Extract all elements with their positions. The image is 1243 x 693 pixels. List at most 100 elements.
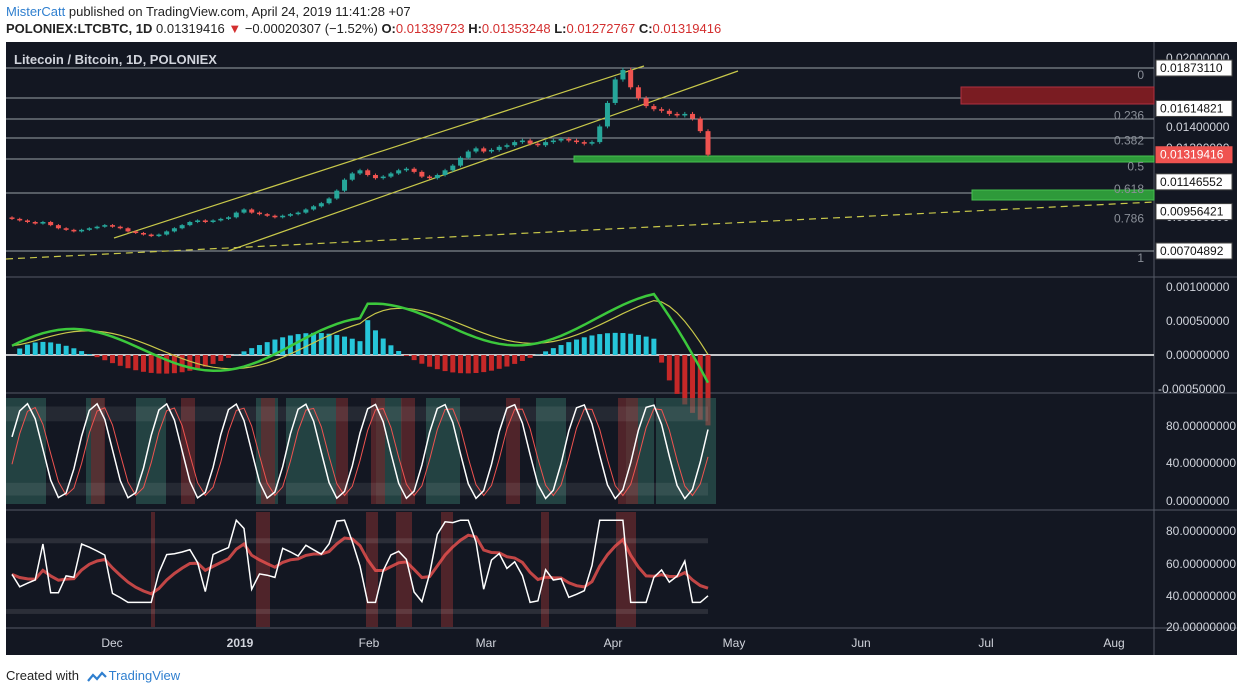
candle <box>117 225 123 230</box>
chart-svg[interactable]: 0 0.236 0.382 0.5 0.618 0.786 1 Litecoin / Bit… <box>5 42 1237 655</box>
macd-histogram-bar <box>504 355 510 367</box>
macd-histogram-bar <box>628 333 634 355</box>
candle <box>233 211 239 219</box>
candle <box>427 175 433 180</box>
stoch-tick: 80.00000000 <box>1166 419 1236 433</box>
candle <box>179 224 185 230</box>
rsi-tick: 80.00000000 <box>1166 524 1236 538</box>
candle <box>171 227 177 233</box>
close-label: C: <box>638 21 653 36</box>
last-price: 0.01319416 <box>156 21 225 36</box>
candle <box>651 104 657 112</box>
open-label: O: <box>381 21 396 36</box>
candle <box>365 168 371 177</box>
candle <box>295 211 301 216</box>
rsi-tick: 60.00000000 <box>1166 557 1236 571</box>
candle <box>574 138 580 144</box>
created-with: Created with <box>6 668 79 683</box>
candle <box>241 208 247 214</box>
macd-histogram-bar <box>102 355 108 361</box>
candle <box>682 111 688 118</box>
candle <box>597 124 603 144</box>
candle <box>690 111 696 121</box>
macd-histogram-bar <box>527 355 533 358</box>
macd-histogram-bar <box>558 345 564 355</box>
macd-histogram-bar <box>481 355 487 373</box>
macd-histogram-bar <box>55 343 61 355</box>
chart-title: Litecoin / Bitcoin, 1D, POLONIEX <box>14 52 217 67</box>
macd-histogram-bar <box>488 355 494 371</box>
candle <box>164 230 170 236</box>
resistance-zone <box>960 86 1155 105</box>
macd-histogram-bar <box>79 351 85 355</box>
candle <box>403 167 409 172</box>
price-change: −0.00020307 (−1.52%) <box>244 21 378 36</box>
macd-histogram-bar <box>280 337 286 355</box>
candle <box>419 170 425 179</box>
close-value: 0.01319416 <box>652 21 722 36</box>
candle <box>504 143 510 149</box>
support-zone-2 <box>971 189 1155 201</box>
stoch-zone-band <box>91 398 105 504</box>
price-axis-label: 0.01146552 <box>1155 173 1233 191</box>
candle <box>17 217 23 222</box>
candle <box>496 145 502 152</box>
down-arrow-icon: ▼ <box>228 21 242 36</box>
fib-label: 0.786 <box>1114 212 1144 226</box>
candle <box>86 227 92 231</box>
high-label: H: <box>468 21 482 36</box>
candle <box>550 138 556 144</box>
macd-histogram-bar <box>365 320 371 355</box>
price-axis-label: 0.01319416 <box>1155 146 1233 164</box>
macd-histogram-bar <box>651 338 657 355</box>
candle <box>566 137 572 143</box>
candle <box>187 220 193 227</box>
candle <box>140 231 146 236</box>
time-axis-label: Jun <box>851 636 870 650</box>
macd-histogram-bar <box>125 355 131 369</box>
fib-label: 0.236 <box>1114 108 1144 122</box>
svg-text:0.00956421: 0.00956421 <box>1160 205 1224 219</box>
author-link[interactable]: MisterCatt <box>6 4 66 19</box>
candle <box>558 137 564 143</box>
fib-label: 0.5 <box>1127 160 1144 174</box>
candle <box>604 100 610 129</box>
macd-histogram-bar <box>357 341 363 355</box>
macd-histogram-bar <box>148 355 154 373</box>
macd-histogram-bar <box>264 342 270 355</box>
candle <box>666 108 672 116</box>
stoch-zone-band <box>656 398 716 504</box>
candle <box>280 214 286 219</box>
macd-histogram-bar <box>63 345 69 355</box>
fib-label: 0.382 <box>1114 133 1144 147</box>
macd-histogram-bar <box>566 342 572 355</box>
rsi-tick: 20.00000000 <box>1166 620 1236 634</box>
candle <box>411 167 417 174</box>
macd-histogram-bar <box>543 351 549 355</box>
chart-area[interactable]: 0 0.236 0.382 0.5 0.618 0.786 1 Litecoin / Bit… <box>5 42 1237 655</box>
candle <box>94 225 100 230</box>
macd-histogram-bar <box>519 355 525 361</box>
tradingview-link[interactable]: TradingView <box>108 668 181 683</box>
macd-histogram-bar <box>620 333 626 355</box>
candle <box>388 171 394 179</box>
low-value: 0.01272767 <box>566 21 636 36</box>
candle <box>48 220 54 227</box>
candle <box>156 233 162 238</box>
macd-histogram-bar <box>241 351 247 355</box>
macd-histogram-bar <box>550 348 556 355</box>
ohlc-line: POLONIEX:LTCBTC, 1D 0.01319416 ▼ −0.0002… <box>6 21 721 36</box>
svg-text:0.00704892: 0.00704892 <box>1160 244 1224 258</box>
candle <box>519 138 525 144</box>
candle <box>9 216 15 221</box>
candle <box>450 164 456 172</box>
macd-histogram-bar <box>705 355 711 426</box>
macd-histogram-bar <box>450 355 456 373</box>
rsi-axis: 80.00000000 60.00000000 40.00000000 20.0… <box>1166 524 1236 634</box>
footer: Created with TradingView <box>6 668 180 683</box>
macd-histogram-bar <box>195 355 201 369</box>
svg-text:0.01614821: 0.01614821 <box>1160 101 1224 115</box>
candle <box>481 146 487 154</box>
macd-histogram-bar <box>380 338 386 355</box>
candle <box>372 173 378 180</box>
